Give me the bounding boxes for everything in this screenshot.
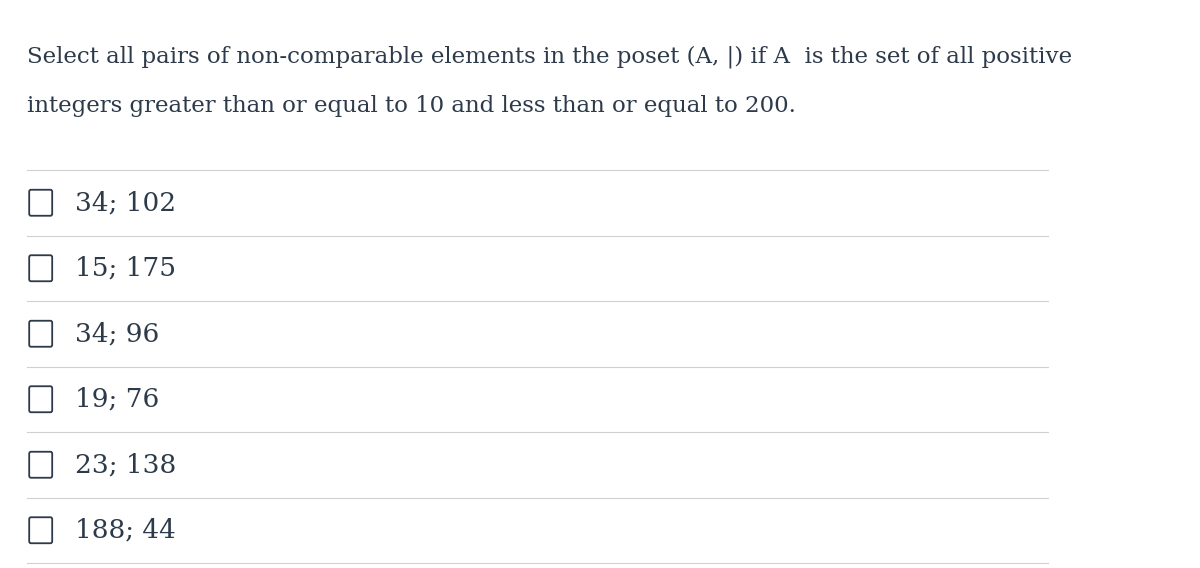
Text: 34; 102: 34; 102 xyxy=(76,190,176,215)
Text: 23; 138: 23; 138 xyxy=(76,452,176,477)
Text: integers greater than or equal to 10 and less than or equal to 200.: integers greater than or equal to 10 and… xyxy=(26,95,796,117)
Text: 19; 76: 19; 76 xyxy=(76,387,160,412)
Text: 34; 96: 34; 96 xyxy=(76,321,160,346)
FancyBboxPatch shape xyxy=(29,321,52,346)
Text: 15; 175: 15; 175 xyxy=(76,256,176,281)
FancyBboxPatch shape xyxy=(29,517,52,543)
Text: 188; 44: 188; 44 xyxy=(76,518,176,543)
FancyBboxPatch shape xyxy=(29,190,52,216)
Text: Select all pairs of non-comparable elements in the poset (A, |) if A  is the set: Select all pairs of non-comparable eleme… xyxy=(26,45,1072,68)
FancyBboxPatch shape xyxy=(29,386,52,412)
FancyBboxPatch shape xyxy=(29,452,52,478)
FancyBboxPatch shape xyxy=(29,255,52,281)
